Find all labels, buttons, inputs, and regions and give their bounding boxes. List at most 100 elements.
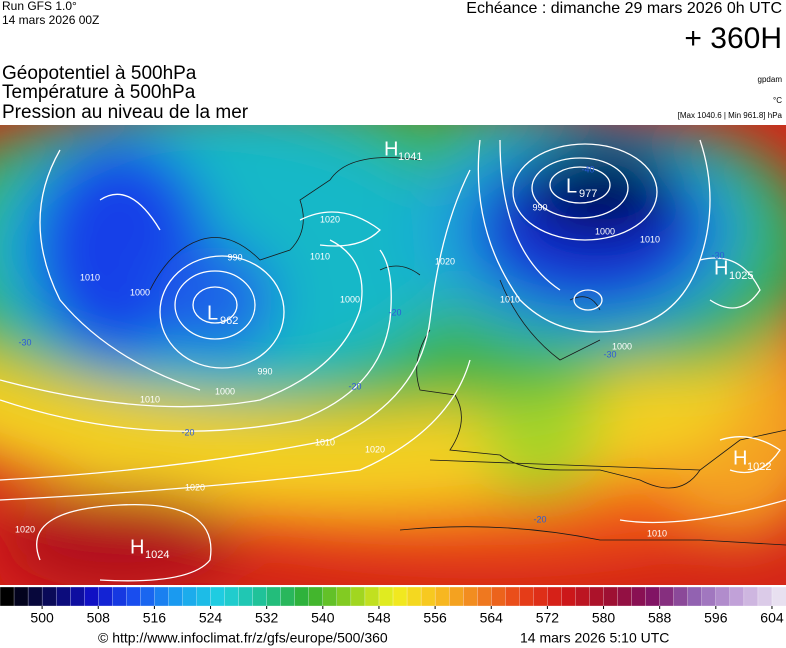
colorbar-tick-label: 604 <box>760 610 784 626</box>
center-value: 1024 <box>145 549 169 561</box>
colorbar-tick-label: 500 <box>30 610 54 626</box>
colorbar-tick-label: 516 <box>143 610 167 626</box>
colorbar-cell <box>55 586 71 607</box>
temperature-label: -20 <box>533 514 546 524</box>
isobars <box>0 139 786 582</box>
center-value: 1041 <box>398 151 422 163</box>
colorbar-cell <box>420 586 436 607</box>
temperature-label: -20 <box>348 381 361 391</box>
temperature-label: -20 <box>181 427 194 437</box>
colorbar-cell <box>70 586 85 607</box>
temperature-label: -40 <box>581 164 594 174</box>
colorbar-tick-label: 556 <box>423 610 447 626</box>
colorbar-cell <box>715 586 731 607</box>
colorbar-cell <box>519 586 534 607</box>
colorbar-cell <box>13 586 29 607</box>
valid-time: Echéance : dimanche 29 mars 2026 0h UTC <box>466 0 782 17</box>
colorbar-cell <box>294 586 310 607</box>
colorbar-cell <box>378 586 394 607</box>
center-letter: H <box>733 447 747 469</box>
colorbar-cell <box>463 586 478 607</box>
colorbar-tick-label: 548 <box>367 610 391 626</box>
colorbar-tick-label: 532 <box>255 610 279 626</box>
colorbar-cell <box>238 586 254 607</box>
title-pressure: Pression au niveau de la mer <box>2 102 249 123</box>
isobar-label: 1010 <box>647 528 667 538</box>
colorbar-cell <box>687 586 703 607</box>
isobar-label: 1000 <box>130 287 150 297</box>
isobar-label: 1010 <box>315 437 335 447</box>
colorbar-cell <box>252 586 268 607</box>
colorbar-cell <box>533 586 548 607</box>
coastline <box>149 157 786 546</box>
colorbar-tick-label: 540 <box>311 610 335 626</box>
colorbar-cell <box>350 586 366 607</box>
temperature-label: -20 <box>388 307 401 317</box>
colorbar-cell <box>448 586 464 607</box>
colorbar-cell <box>126 586 141 607</box>
source-credit: © http://www.infoclimat.fr/z/gfs/europe/… <box>98 630 388 646</box>
colorbar-tick-label: 524 <box>199 610 223 626</box>
isobar-label: 1020 <box>320 214 340 224</box>
center-letter: L <box>566 175 577 197</box>
colorbar-cell <box>27 586 43 607</box>
unit-temperature: °C <box>773 96 782 105</box>
colorbar-cell <box>547 586 562 607</box>
colorbar-cell <box>743 586 759 607</box>
temperature-label: -30 <box>711 250 724 260</box>
isobar-label: 1020 <box>185 482 205 492</box>
colorbar-cell <box>210 586 226 607</box>
colorbar-cell <box>631 586 647 607</box>
colorbar-cell <box>617 586 633 607</box>
colorbar-cell <box>140 586 155 607</box>
unit-geopotential: gpdam <box>758 75 783 84</box>
center-value: 1025 <box>729 270 753 282</box>
colorbar-cell <box>266 586 282 607</box>
isobar-labels: 1010 1000 990 990 1000 1010 1020 1020 10… <box>15 202 667 538</box>
isobar-label: 1000 <box>612 341 632 351</box>
colorbar-cell <box>168 586 183 607</box>
colorbar-cell <box>603 586 619 607</box>
isobar-label: 1020 <box>15 524 35 534</box>
colorbar-cell <box>280 586 296 607</box>
isobar-label: 1020 <box>435 256 455 266</box>
colorbar-tick-label: 508 <box>87 610 111 626</box>
title-geopotential: Géopotentiel à 500hPa <box>2 63 197 84</box>
colorbar-cell <box>112 586 127 607</box>
center-letter: H <box>130 536 144 558</box>
center-value: 1022 <box>747 461 771 473</box>
isobar-label: 1020 <box>365 444 385 454</box>
colorbar-cell <box>729 586 745 607</box>
isobar-label: 1010 <box>80 272 100 282</box>
pressure-centers: H 1041 L 977 H 1025 L 962 H 1022 H 1024 <box>130 138 771 561</box>
colorbar-cell <box>406 586 422 607</box>
isobar-label: 990 <box>532 202 547 212</box>
run-label: Run GFS 1.0° <box>2 0 77 13</box>
isobar-label: 1010 <box>140 394 160 404</box>
colorbar-cell <box>224 586 240 607</box>
center-letter: H <box>384 138 398 160</box>
isobar-label: 990 <box>227 252 242 262</box>
colorbar-cell <box>491 586 506 607</box>
unit-pressure: [Max 1040.6 | Min 961.8] hPa <box>678 111 783 120</box>
colorbar-cell <box>41 586 57 607</box>
colorbar-cell <box>392 586 408 607</box>
center-letter: L <box>207 302 218 324</box>
map: 1010 1000 990 990 1000 1010 1020 1020 10… <box>0 125 786 585</box>
colorbar-cell <box>364 586 380 607</box>
colorbar-cell <box>84 586 99 607</box>
colorbar-tick-label: 596 <box>704 610 728 626</box>
colorbar-cell <box>575 586 590 607</box>
colorbar-cell <box>336 586 352 607</box>
center-value: 977 <box>579 188 597 200</box>
colorbar-tick-label: 580 <box>592 610 616 626</box>
colorbar-cell <box>182 586 197 607</box>
generated-time: 14 mars 2026 5:10 UTC <box>520 630 669 646</box>
colorbar-cell <box>434 586 450 607</box>
isobar-label: 1000 <box>215 386 235 396</box>
colorbar-cell <box>757 586 773 607</box>
run-date: 14 mars 2026 00Z <box>2 13 99 27</box>
colorbar-cell <box>645 586 661 607</box>
